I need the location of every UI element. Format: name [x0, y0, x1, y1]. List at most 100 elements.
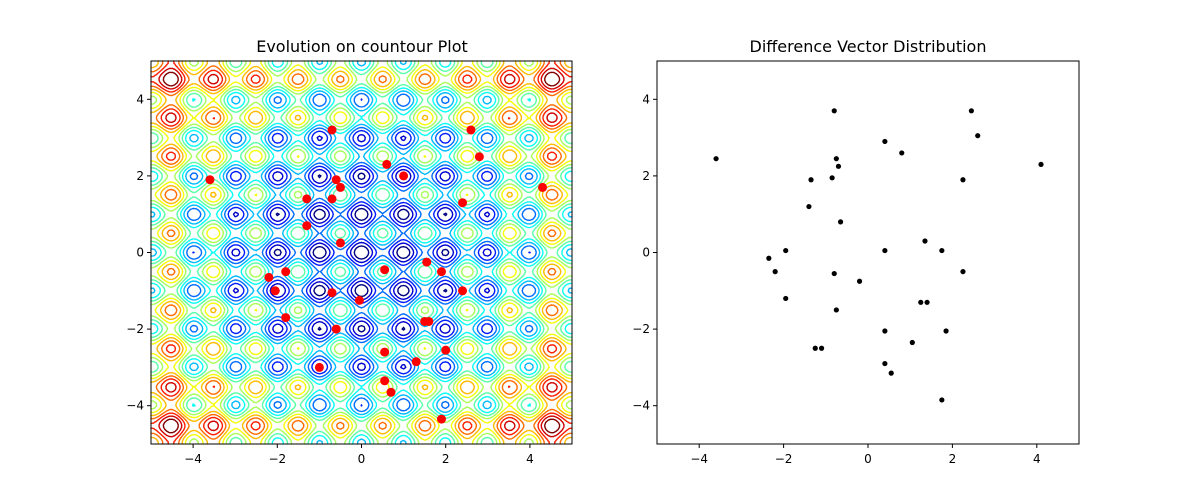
y-tick-label: 4 [642, 92, 650, 106]
difference-plot-area [657, 61, 1079, 444]
difference-point [922, 238, 928, 244]
contour-level-line [162, 71, 561, 434]
difference-point [829, 175, 835, 181]
difference-point [831, 108, 837, 114]
population-point [386, 387, 396, 397]
x-tick-label: 0 [864, 452, 872, 466]
x-tick-label: 4 [526, 452, 534, 466]
population-point [354, 295, 364, 305]
contour-x-ticks: −4 −2 0 2 4 [184, 444, 534, 466]
difference-point [1038, 161, 1044, 168]
difference-title: Difference Vector Distribution [750, 37, 987, 56]
difference-point [766, 255, 772, 261]
population-point [327, 194, 337, 204]
contour-level-line [150, 60, 573, 445]
difference-point [856, 278, 863, 284]
x-tick-label: −4 [690, 452, 708, 466]
difference-point [806, 203, 812, 210]
population-point [474, 152, 484, 162]
y-tick-label: 2 [642, 169, 650, 183]
contour-level-line [150, 60, 573, 445]
x-tick-label: −4 [184, 452, 202, 466]
difference-point [837, 219, 844, 225]
difference-point [939, 247, 945, 254]
contour-level-line [273, 172, 450, 333]
difference-point [960, 177, 966, 183]
y-tick-label: −2 [126, 322, 144, 336]
y-tick-label: 4 [136, 92, 144, 106]
difference-point [968, 108, 974, 114]
population-point [281, 313, 291, 323]
contour-level-line [192, 98, 531, 407]
contour-level-line [150, 60, 573, 445]
y-tick-label: −4 [632, 399, 650, 413]
difference-point [713, 156, 719, 162]
difference-point [882, 247, 888, 254]
population-point [331, 324, 341, 334]
population-point [436, 267, 446, 277]
contour-level-line [150, 60, 573, 445]
population-point [281, 267, 291, 277]
difference-point [812, 345, 818, 351]
population-point [335, 238, 345, 248]
difference-point [882, 328, 888, 334]
difference-point [833, 307, 839, 313]
difference-point [783, 247, 789, 254]
population-point [458, 286, 468, 296]
population-point [411, 357, 421, 367]
x-tick-label: 0 [358, 452, 366, 466]
population-point [382, 159, 392, 169]
difference-point [960, 269, 966, 275]
population-points [205, 125, 548, 424]
difference-y-ticks: −4 −2 0 2 4 [632, 92, 657, 413]
difference-points [713, 108, 1044, 403]
contour-level-line [150, 60, 573, 445]
difference-point [943, 328, 949, 334]
y-tick-label: 2 [136, 169, 144, 183]
difference-point [888, 370, 894, 376]
population-point [538, 182, 548, 192]
contour-level-line [158, 67, 565, 438]
x-tick-label: −2 [268, 452, 286, 466]
x-tick-label: 4 [1033, 452, 1041, 466]
x-tick-label: 2 [949, 452, 957, 466]
difference-point [772, 269, 778, 275]
contour-level-line [150, 60, 573, 445]
contour-level-line [150, 60, 573, 445]
difference-point [835, 163, 842, 169]
contour-y-ticks: −4 −2 0 2 4 [126, 92, 151, 413]
difference-point [939, 397, 945, 403]
population-point [466, 125, 476, 135]
contour-level-line [231, 134, 492, 371]
population-point [331, 175, 341, 185]
population-point [380, 376, 390, 386]
difference-point [882, 138, 888, 145]
difference-point [818, 345, 825, 351]
contour-panel: Evolution on countour Plot −4 −2 0 2 4 −4 −2 0… [126, 37, 573, 466]
population-point [424, 316, 434, 326]
y-tick-label: 0 [642, 246, 650, 260]
difference-x-ticks: −4 −2 0 2 4 [690, 444, 1041, 466]
difference-point [918, 299, 924, 305]
difference-point [899, 150, 905, 156]
population-point [327, 125, 337, 135]
contour-lines [150, 60, 573, 445]
population-point [380, 347, 390, 357]
difference-point [783, 295, 789, 302]
population-point [302, 221, 312, 231]
population-point [458, 198, 468, 208]
x-tick-label: −2 [775, 452, 793, 466]
difference-point [808, 177, 814, 183]
difference-point [831, 270, 837, 277]
population-point [399, 171, 409, 181]
difference-point [909, 339, 915, 346]
x-tick-label: 2 [442, 452, 450, 466]
contour-title: Evolution on countour Plot [256, 37, 468, 56]
population-point [270, 286, 280, 296]
population-point [380, 265, 390, 275]
population-point [436, 414, 446, 424]
y-tick-label: 0 [136, 246, 144, 260]
population-point [302, 194, 312, 204]
y-tick-label: −2 [632, 322, 650, 336]
